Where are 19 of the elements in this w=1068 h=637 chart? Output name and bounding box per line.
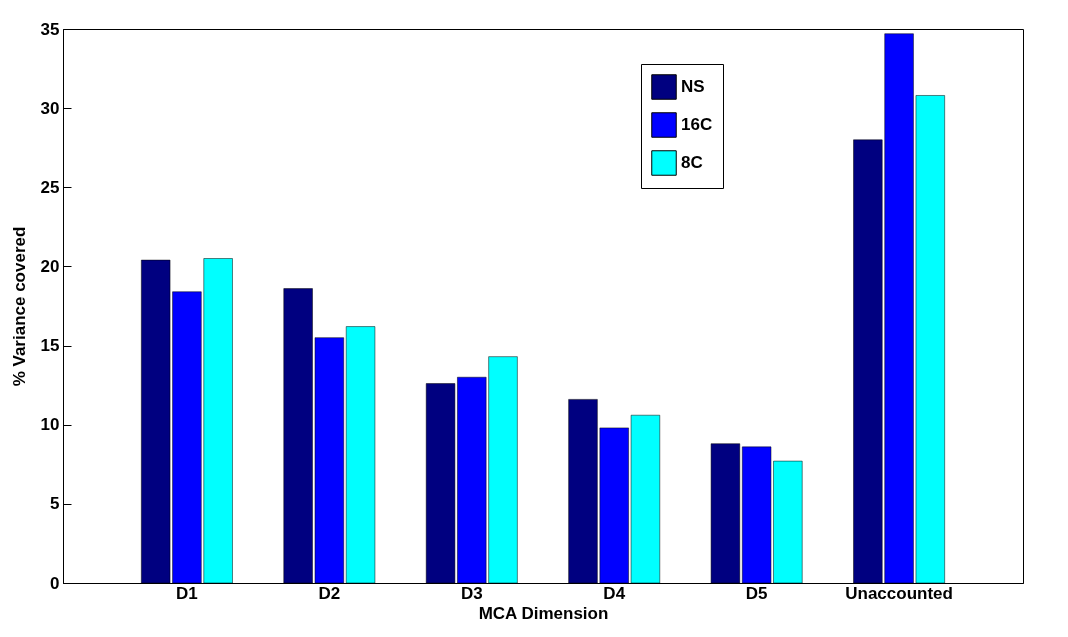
x-tick-label: D3 xyxy=(460,583,483,603)
y-tick-label: 25 xyxy=(40,177,60,197)
x-tick-label: Unaccounted xyxy=(845,583,953,603)
x-tick-label: D5 xyxy=(745,583,768,603)
legend-label: 8C xyxy=(681,153,703,172)
y-tick-label: 10 xyxy=(40,415,60,435)
x-tick-label: D2 xyxy=(318,583,341,603)
y-tick-label: 15 xyxy=(40,336,60,356)
x-tick-label: D4 xyxy=(603,583,626,603)
y-tick-label: 30 xyxy=(40,98,60,118)
x-axis-title: MCA Dimension xyxy=(478,603,609,623)
y-tick-label: 20 xyxy=(40,256,60,276)
legend-label: 16C xyxy=(681,115,713,134)
y-tick-label: 35 xyxy=(40,19,60,39)
y-tick-label: 0 xyxy=(50,573,60,593)
legend-label: NS xyxy=(681,77,705,96)
x-tick-label: D1 xyxy=(176,583,198,603)
y-axis-title: % Variance covered xyxy=(9,226,29,387)
y-tick-label: 5 xyxy=(50,494,60,514)
